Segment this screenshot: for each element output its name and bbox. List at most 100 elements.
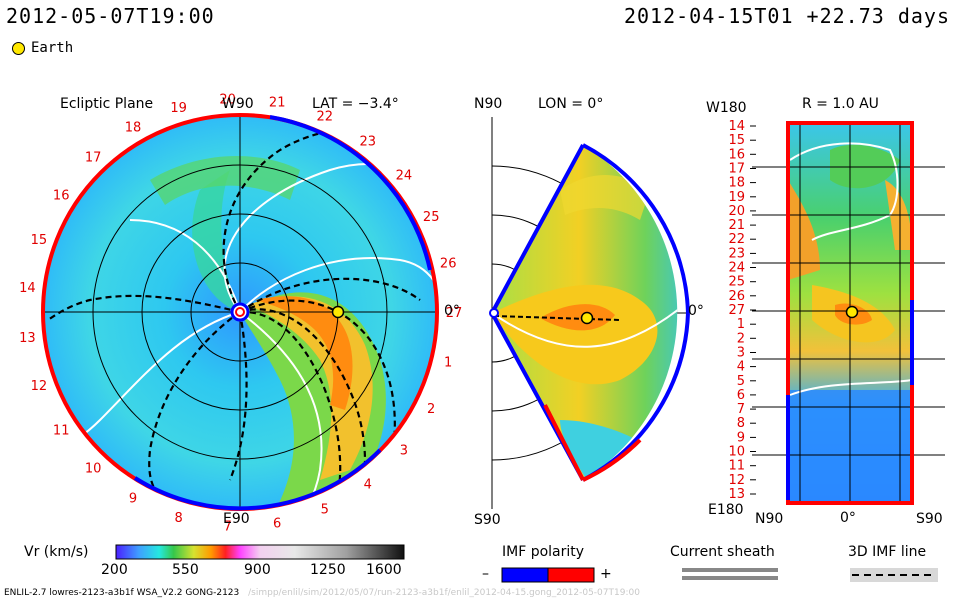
ring-label-11: 11 [53,424,70,439]
map-ylabel-24: 24 [728,261,745,276]
colorbar-tick-200: 200 [101,562,128,578]
ring-label-18: 18 [125,121,142,136]
map-ylabel-25: 25 [728,275,745,290]
ring-label-5: 5 [321,503,329,518]
current-sheath-label: Current sheath [670,544,775,560]
map-ylabel-23: 23 [728,246,745,261]
map-carrington-labels: 1415161718192021222324252627123456789101… [728,119,756,502]
meridional-right-label: 0° [688,303,704,319]
map-title: R = 1.0 AU [802,96,879,112]
colorbar-label: Vr (km/s) [24,544,89,560]
map-ylabel-26: 26 [728,289,745,304]
imf-positive-swatch [547,567,595,583]
model-info: ENLIL-2.7 lowres-2123-a3b1f WSA_V2.2 GON… [4,588,240,598]
map-ylabel-7: 7 [737,402,745,417]
map-ylabel-3: 3 [737,346,745,361]
ecliptic-imf-lines [47,128,421,509]
meridional-edge-north [490,144,585,314]
imf-negative-swatch [501,567,549,583]
colorbar-tick-900: 900 [244,562,271,578]
sun-marker-icon [230,302,250,322]
vr-colorbar [115,544,405,560]
map-top-label: W180 [706,100,747,116]
run-start-time: 2012-04-15T01 +22.73 days [623,4,950,28]
ring-label-2: 2 [427,402,435,417]
ring-label-12: 12 [31,379,48,394]
earth-map-marker [845,305,859,319]
ring-label-24: 24 [396,168,413,183]
ring-label-7: 7 [223,520,231,535]
ecliptic-right-label: 0° [444,303,460,319]
map-ylabel-11: 11 [728,459,745,474]
map-ylabel-22: 22 [728,232,745,247]
map-ylabel-19: 19 [728,190,745,205]
ring-label-23: 23 [360,134,377,149]
ring-label-10: 10 [85,462,102,477]
ecliptic-top-label: W90 [222,96,254,112]
imf-minus-label: – [482,566,489,582]
ring-label-20: 20 [219,92,236,107]
map-ylabel-10: 10 [728,445,745,460]
sun-meridional-icon [489,308,499,318]
meridional-polarity-north [582,143,690,314]
sheath-line-bottom [682,576,778,580]
earth-ecliptic-marker [331,305,345,319]
meridional-top-label: N90 [474,96,503,112]
imf-plus-label: + [600,566,612,582]
ring-label-1: 1 [444,355,452,370]
ring-label-14: 14 [19,281,36,296]
map-ylabel-27: 27 [728,303,745,318]
sheath-line-top [682,568,778,572]
map-ylabel-17: 17 [728,162,745,177]
map-ylabel-20: 20 [728,204,745,219]
earth-meridional-marker [580,311,594,325]
ring-label-4: 4 [364,478,372,493]
map-ylabel-1: 1 [737,317,745,332]
ring-label-9: 9 [129,491,137,506]
sun-core-icon [235,307,245,317]
ecliptic-lat-label: LAT = −3.4° [312,96,399,112]
map-x-left-label: N90 [755,511,784,527]
forecast-time: 2012-05-07T19:00 [6,4,215,28]
earth-marker-icon [12,41,25,55]
meridional-imf-line [493,315,621,321]
map-ylabel-9: 9 [737,430,745,445]
ring-label-13: 13 [19,331,36,346]
map-ylabel-5: 5 [737,374,745,389]
map-ylabel-4: 4 [737,360,745,375]
model-footer: ENLIL-2.7 lowres-2123-a3b1f WSA_V2.2 GON… [4,588,640,598]
map-ylabel-14: 14 [728,119,745,134]
meridional-lon-label: LON = 0° [538,96,604,112]
ring-label-25: 25 [423,210,440,225]
ring-label-26: 26 [440,257,457,272]
colorbar-tick-550: 550 [172,562,199,578]
map-ylabel-18: 18 [728,176,745,191]
imf-polarity-label: IMF polarity [502,544,585,560]
ecliptic-polarity-negative-lower [133,448,382,511]
ecliptic-title: Ecliptic Plane [60,96,154,112]
ring-label-16: 16 [53,188,70,203]
map-x-mid-label: 0° [840,510,856,526]
map-x-right-label: S90 [916,511,943,527]
earth-legend: Earth [12,40,73,56]
map-ylabel-21: 21 [728,218,745,233]
earth-legend-label: Earth [31,40,74,56]
ring-label-8: 8 [174,511,182,526]
meridional-bottom-label: S90 [474,512,501,528]
ring-label-15: 15 [31,233,48,248]
map-panel: 1415161718192021222324252627123456789101… [728,119,945,505]
ring-label-22: 22 [317,110,334,125]
ring-label-27: 27 [446,306,463,321]
model-path: /simpp/enlil/sim/2012/05/07/run-2123-a3b… [248,588,640,598]
ecliptic-polarity-negative [269,115,432,271]
meridional-polarity-south-arc [582,438,642,482]
map-ylabel-2: 2 [737,331,745,346]
ring-label-6: 6 [273,517,281,532]
ring-label-21: 21 [269,95,286,110]
map-bottom-label: E180 [708,502,744,518]
map-ylabel-12: 12 [728,473,745,488]
